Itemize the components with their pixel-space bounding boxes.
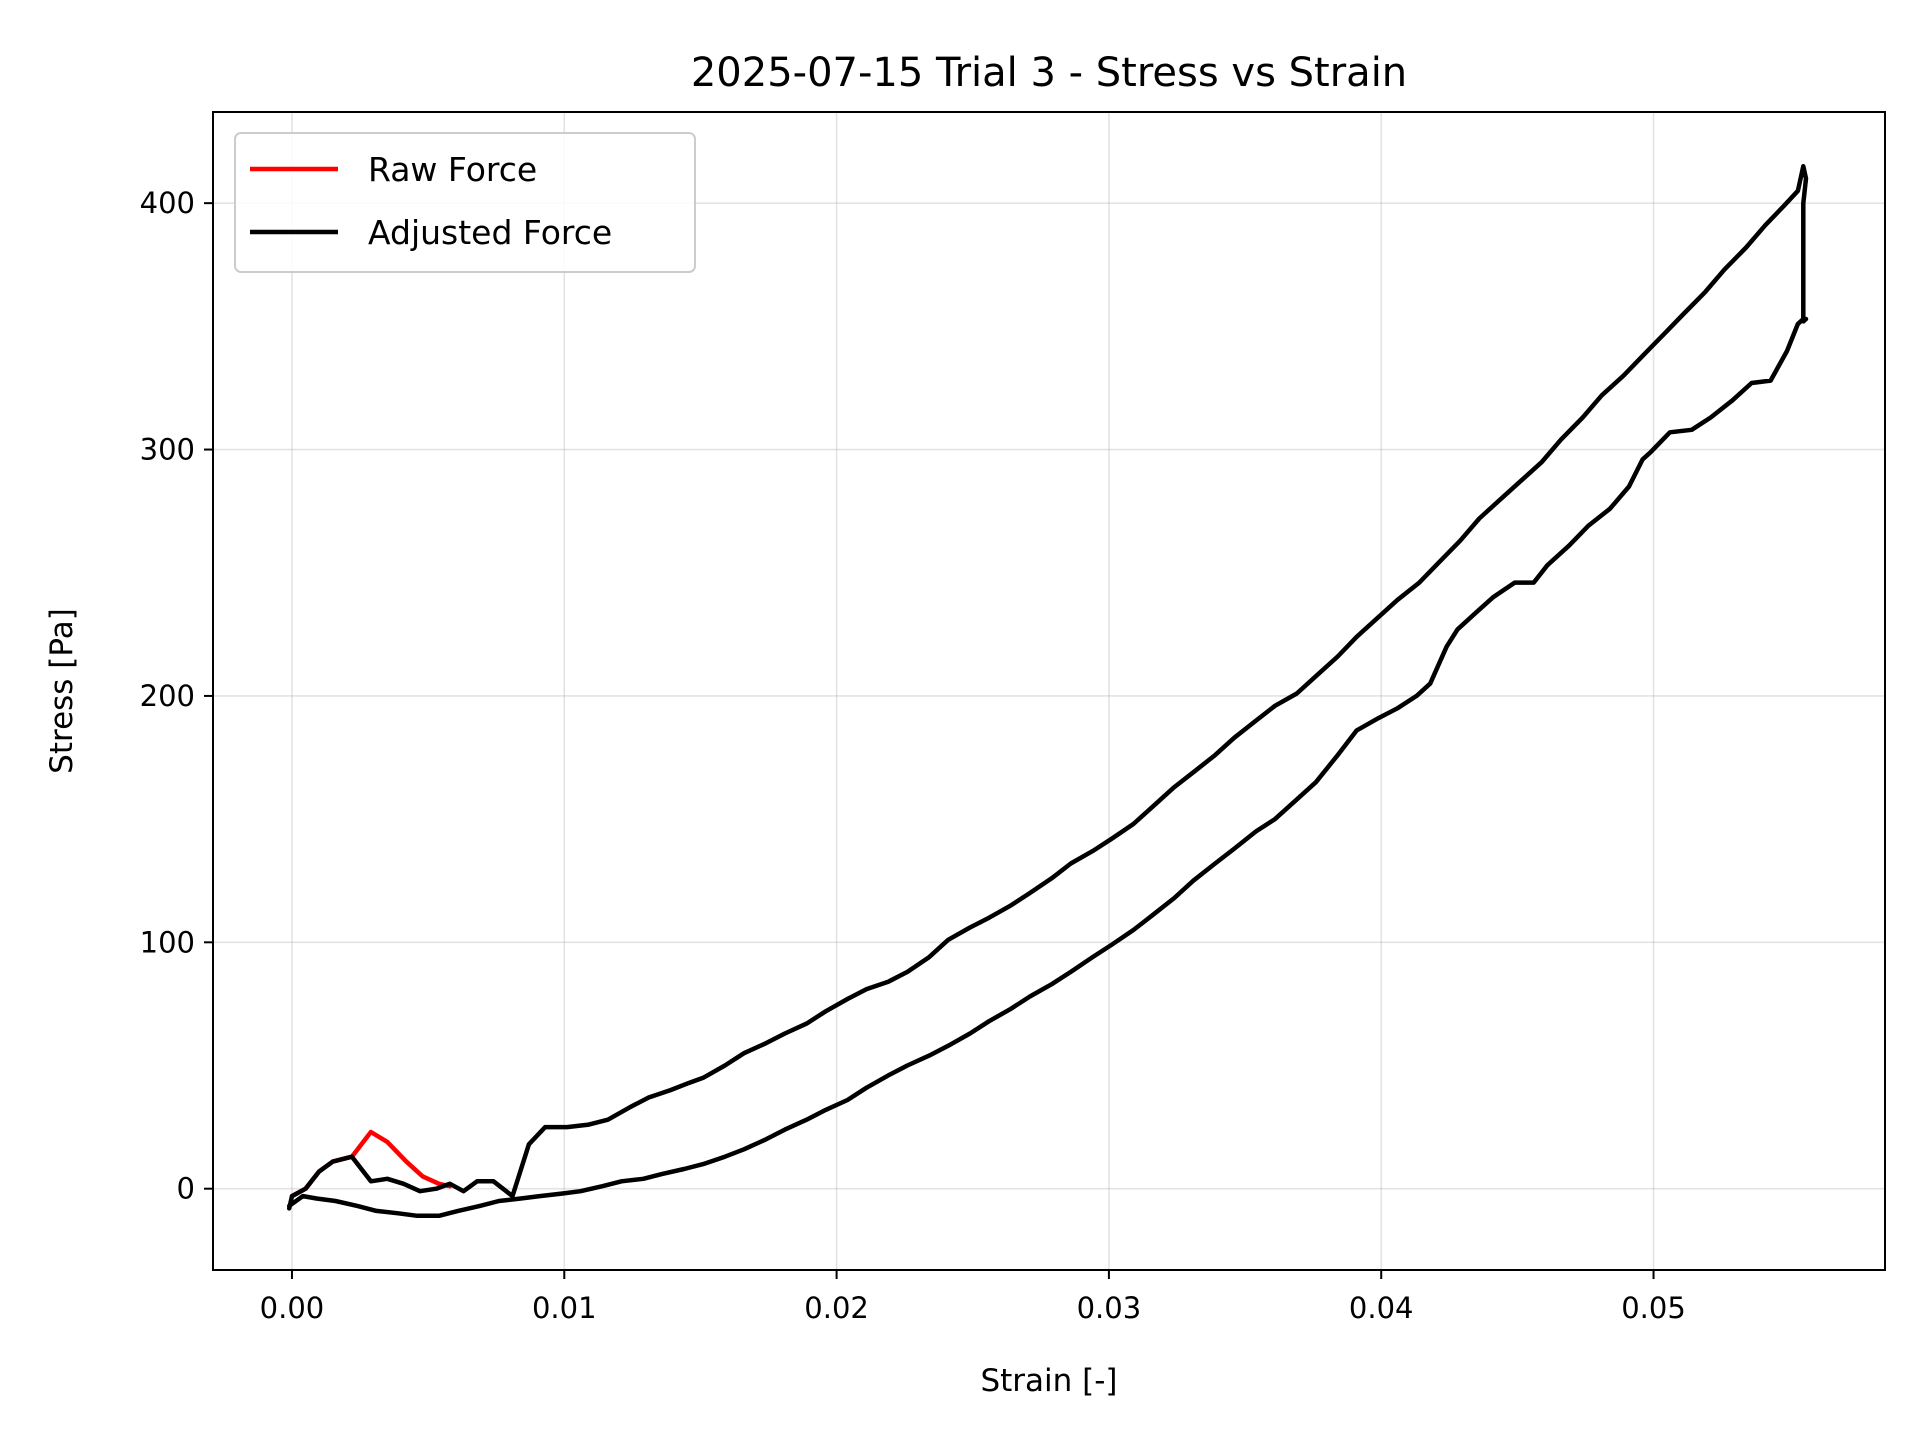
y-tick-label: 400 xyxy=(140,186,195,220)
legend: Raw Force Adjusted Force xyxy=(234,132,696,273)
x-tick-label: 0.00 xyxy=(260,1291,325,1325)
x-tick-label: 0.04 xyxy=(1349,1291,1414,1325)
chart-title: 2025-07-15 Trial 3 - Stress vs Strain xyxy=(691,50,1407,96)
legend-label-adjusted-force: Adjusted Force xyxy=(368,213,612,252)
legend-box xyxy=(234,132,696,273)
series-line-adjusted-force xyxy=(286,163,1809,1219)
y-tick-label: 200 xyxy=(140,679,195,713)
x-axis-ticks: 0.00 0.01 0.02 0.03 0.04 0.05 xyxy=(260,1270,1686,1325)
x-tick-label: 0.02 xyxy=(804,1291,869,1325)
legend-label-raw-force: Raw Force xyxy=(368,150,537,189)
y-tick-label: 100 xyxy=(140,925,195,959)
grid xyxy=(213,112,1885,1270)
x-tick-label: 0.03 xyxy=(1077,1291,1142,1325)
plot-lines xyxy=(286,163,1809,1219)
y-tick-label: 300 xyxy=(140,433,195,467)
y-axis-ticks: 0 100 200 300 400 xyxy=(140,186,213,1206)
x-axis-title: Strain [-] xyxy=(980,1363,1117,1399)
y-axis-title: Stress [Pa] xyxy=(44,608,80,774)
y-tick-label: 0 xyxy=(177,1172,195,1206)
x-tick-label: 0.01 xyxy=(532,1291,597,1325)
x-tick-label: 0.05 xyxy=(1621,1291,1686,1325)
axes-frame xyxy=(212,111,1886,1271)
